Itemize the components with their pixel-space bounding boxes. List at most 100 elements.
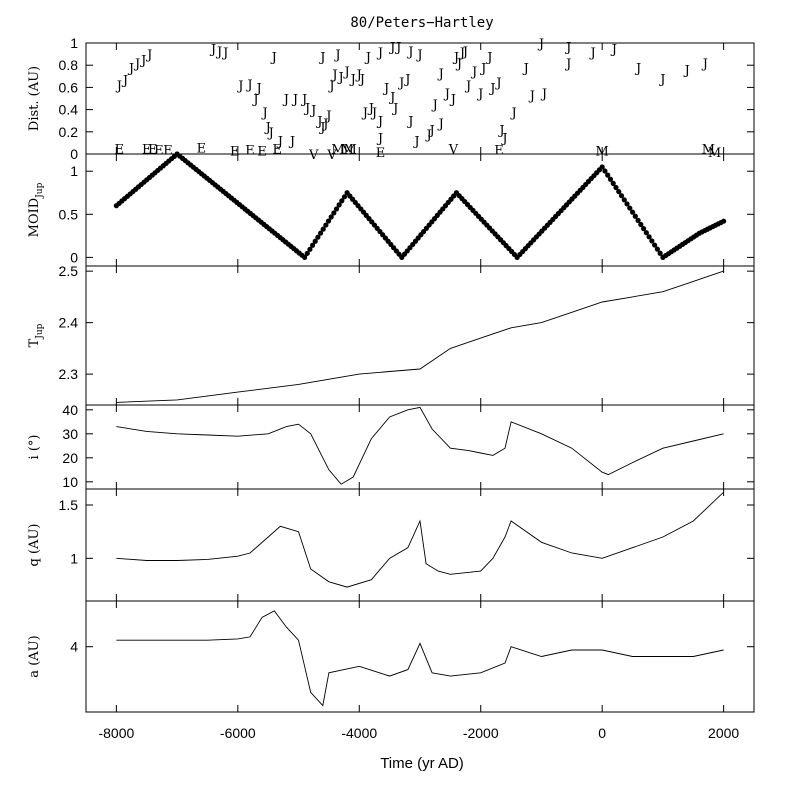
encounter-marker: V (448, 142, 459, 157)
encounter-marker: J (470, 65, 477, 80)
encounter-marker: E (163, 144, 173, 159)
encounter-marker: J (251, 93, 258, 108)
x-axis-ticks: -8000 -6000 -4000 -2000 0 2000 (98, 725, 739, 741)
moid-point (638, 221, 644, 228)
a-series-line (116, 610, 724, 707)
moid-point (302, 254, 308, 260)
encounter-marker: J (370, 106, 377, 121)
encounter-marker: E (142, 142, 152, 157)
encounter-marker: J (394, 40, 401, 55)
encounter-marker: J (364, 50, 371, 65)
y-axis-label: TJup (27, 323, 45, 347)
moid-point (618, 193, 625, 199)
encounter-marker: J (540, 87, 547, 102)
encounter-marker: J (276, 135, 283, 150)
encounter-marker: J (315, 115, 322, 130)
encounter-marker: J (145, 48, 152, 63)
moid-point (328, 214, 334, 220)
x-tick-label: -4000 (341, 725, 377, 741)
y-axis-label-main: i (°) (27, 435, 42, 460)
y-tick-label: 0.8 (59, 57, 79, 73)
y-axis-label: a (AU) (27, 635, 42, 677)
encounter-marker: J (139, 54, 146, 69)
encounter-marker: J (282, 93, 289, 108)
moid-point (652, 242, 658, 248)
panel-frame (85, 265, 755, 406)
y-tick-label: 1 (70, 550, 78, 566)
encounter-marker: M (596, 145, 609, 160)
encounter-marker: J (376, 115, 383, 130)
y-axis-label: q (AU) (27, 524, 42, 567)
encounter-marker: J (464, 79, 471, 94)
encounter-marker: J (391, 101, 398, 116)
encounter-marker: J (245, 78, 252, 93)
y-tick-label: 10 (62, 474, 78, 490)
y-axis-label-main: T (27, 338, 42, 347)
chart-title: 80/Peters−Hartley (350, 15, 493, 31)
moid-point (657, 250, 663, 256)
encounter-marker: E (230, 145, 240, 160)
encounter-marker: J (333, 48, 340, 63)
y-tick-label: 0 (70, 146, 78, 162)
encounter-marker: J (349, 73, 356, 88)
q-series-line (116, 491, 724, 588)
moid-point (333, 206, 340, 212)
encounter-marker: J (300, 93, 307, 108)
y-tick-label: 1 (70, 163, 78, 179)
encounter-marker: J (321, 117, 328, 132)
encounter-marker: J (336, 70, 343, 85)
encounter-marker: V (326, 148, 337, 163)
encounter-marker: J (303, 101, 310, 116)
encounter-marker: J (424, 128, 431, 143)
encounter-marker: J (522, 61, 529, 76)
encounter-marker: E (197, 141, 207, 156)
encounter-marker: J (431, 98, 438, 113)
y-axis-label: i (°) (27, 435, 42, 460)
panel-moid: 0 0.5 1 MOIDJup (27, 151, 755, 267)
encounter-marker: J (376, 131, 383, 146)
moid-point (315, 234, 321, 240)
encounter-marker: J (488, 81, 495, 96)
encounter-marker: J (264, 120, 271, 135)
encounter-marker: V (308, 148, 319, 163)
y-tick-label: 40 (62, 402, 78, 418)
panel-incl: 10 20 30 40 i (°) (27, 402, 755, 490)
y-axis-label: MOIDJup (27, 182, 45, 237)
y-axis-label-main: Dist. (AU) (27, 66, 42, 131)
encounter-marker: J (318, 120, 325, 135)
y-tick-label: 1 (70, 35, 78, 51)
encounter-marker: J (485, 50, 492, 65)
moid-point (613, 184, 619, 191)
encounter-marker: J (528, 89, 535, 104)
moid-point (336, 202, 342, 208)
y-axis-label-sub: Jup (35, 323, 45, 339)
moid-point (627, 205, 633, 211)
moid-point (309, 242, 316, 248)
encounter-marker: J (494, 76, 501, 91)
moid-point (339, 198, 345, 204)
encounter-marker: J (361, 106, 368, 121)
encounter-marker: J (461, 45, 468, 60)
encounter-marker: J (437, 67, 444, 82)
encounter-marker: J (324, 109, 331, 124)
panel-tjup: 2.3 2.4 2.5 TJup (27, 263, 755, 406)
encounter-marker: J (236, 79, 243, 94)
encounter-marker: J (358, 73, 365, 88)
moid-point (610, 180, 616, 186)
encounter-marker: E (494, 144, 504, 159)
encounter-marker: J (403, 73, 410, 88)
encounter-marker: J (701, 57, 708, 72)
encounter-marker: J (683, 64, 690, 79)
x-axis-label: Time (yr AD) (380, 755, 464, 772)
encounter-marker: J (537, 37, 544, 52)
panel-frame (85, 600, 755, 713)
encounter-marker: J (588, 46, 595, 61)
encounter-marker: J (355, 68, 362, 83)
y-axis-label: Dist. (AU) (27, 66, 42, 131)
y-tick-label: 1.5 (59, 497, 79, 513)
moid-point (632, 213, 638, 219)
encounter-marker: E (376, 146, 386, 161)
moid-point (307, 246, 313, 252)
y-tick-label: 0.6 (59, 79, 79, 95)
